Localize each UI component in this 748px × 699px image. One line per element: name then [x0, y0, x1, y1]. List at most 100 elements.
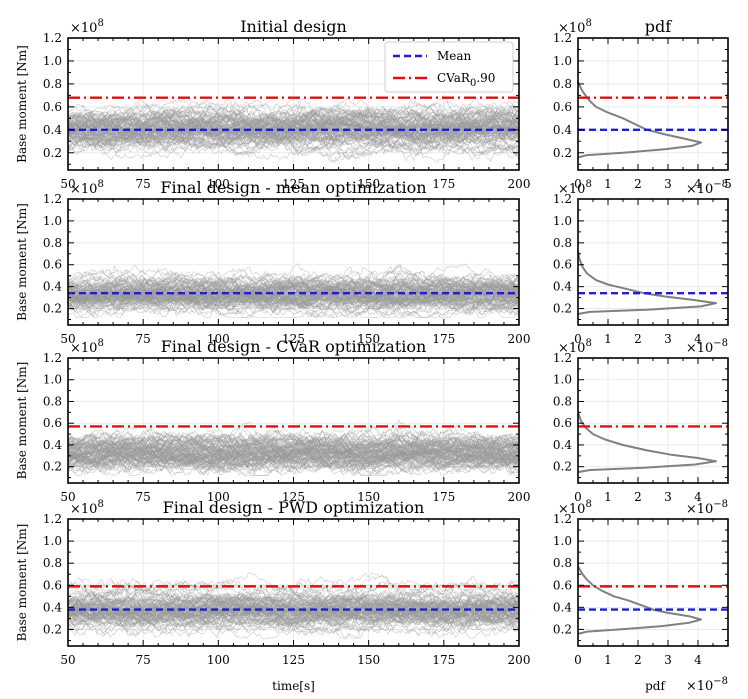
trace-line: [68, 100, 519, 125]
pdf-x-tick-label: 2: [634, 177, 642, 191]
trace-line: [68, 127, 519, 155]
trace-line: [68, 610, 519, 638]
pdf-y-tick-label: 0.2: [553, 622, 572, 636]
trace-line: [68, 262, 519, 290]
trace-line: [68, 443, 519, 465]
trace-line: [68, 437, 519, 468]
x-tick-label: 150: [357, 653, 380, 667]
trace-line: [68, 109, 519, 135]
trace-line: [68, 287, 519, 317]
pdf-y-exponent-label: ×108: [558, 338, 592, 356]
y-tick-label: 0.4: [43, 438, 62, 452]
trace-line: [68, 103, 519, 128]
trace-line: [68, 121, 519, 147]
y-tick-label: 1.0: [43, 534, 62, 548]
trace-line: [68, 450, 519, 476]
trace-line: [68, 596, 519, 625]
legend-mean-label: Mean: [437, 49, 472, 63]
pdf-x-tick-label: 3: [664, 332, 672, 346]
pdf-y-tick-label: 0.6: [553, 578, 572, 592]
trace-line: [68, 104, 519, 135]
y-axis-label: Base moment [Nm]: [15, 203, 29, 321]
traces-group: [68, 419, 519, 477]
trace-line: [68, 446, 519, 470]
trace-line: [68, 595, 519, 620]
pdf-y-exponent-label-base: ×10: [558, 502, 585, 517]
trace-line: [68, 288, 519, 317]
y-tick-label: 1.0: [43, 214, 62, 228]
x-tick-label: 150: [357, 177, 380, 191]
pdf-x-tick-label: 0: [574, 653, 582, 667]
trace-line: [68, 596, 519, 621]
trace-line: [68, 110, 519, 137]
trace-line: [68, 449, 519, 476]
trace-line: [68, 275, 519, 296]
trace-line: [68, 289, 519, 314]
trace-line: [68, 293, 519, 317]
x-tick-label: 125: [282, 653, 305, 667]
trace-line: [68, 445, 519, 468]
y-tick-label: 0.4: [43, 123, 62, 137]
pdf-x-exponent-label: ×10−8: [686, 338, 728, 356]
trace-line: [68, 104, 519, 136]
trace-line: [68, 604, 519, 629]
y-tick-label: 0.2: [43, 460, 62, 474]
trace-line: [68, 435, 519, 462]
trace-line: [68, 116, 519, 148]
y-tick-label: 1.2: [43, 192, 62, 206]
trace-line: [68, 127, 519, 148]
pdf-curve: [577, 251, 717, 315]
trace-line: [68, 271, 519, 295]
trace-line: [68, 427, 519, 451]
pdf-y-exponent-label: ×108: [558, 499, 592, 517]
trace-line: [68, 280, 519, 307]
pdf-y-tick-label: 0.6: [553, 258, 572, 272]
trace-line: [68, 434, 519, 463]
trace-line: [68, 436, 519, 463]
trace-line: [68, 435, 519, 465]
trace-line: [68, 263, 519, 292]
trace-line: [68, 443, 519, 466]
trace-line: [68, 432, 519, 455]
trace-line: [68, 99, 519, 126]
pdf-y-exponent-label: ×108: [558, 18, 592, 36]
pdf-panel-2: 0 1 2 3 4 0.2 0.4 0.6 0.8 1.0 1.2: [553, 192, 729, 346]
pdf-x-exponent-label-base: ×10: [686, 341, 713, 356]
trace-line: [68, 111, 519, 135]
pdf-x-tick-label: 0: [574, 332, 582, 346]
trace-line: [68, 441, 519, 469]
trace-line: [68, 602, 519, 630]
trace-line: [68, 571, 519, 593]
trace-line: [68, 114, 519, 139]
trace-line: [68, 602, 519, 629]
y-tick-label: 0.4: [43, 600, 62, 614]
x-tick-label: 100: [207, 653, 230, 667]
pdf-x-tick-label: 2: [634, 653, 642, 667]
pdf-y-tick-label: 0.8: [553, 556, 572, 570]
trace-line: [68, 117, 519, 148]
x-tick-label: 200: [508, 177, 531, 191]
trace-line: [68, 285, 519, 310]
pdf-y-tick-label: 1.0: [553, 214, 572, 228]
x-tick-label: 200: [508, 332, 531, 346]
trace-line: [68, 109, 519, 136]
trace-line: [68, 114, 519, 141]
pdf-x-tick-label: 0: [574, 177, 582, 191]
trace-line: [68, 444, 519, 474]
trace-line: [68, 589, 519, 615]
trace-line: [68, 443, 519, 464]
trace-line: [68, 595, 519, 620]
trace-line: [68, 287, 519, 310]
y-tick-label: 0.8: [43, 556, 62, 570]
trace-line: [68, 279, 519, 306]
trace-line: [68, 436, 519, 456]
trace-line: [68, 588, 519, 611]
trace-line: [68, 277, 519, 304]
trace-line: [68, 603, 519, 626]
y-tick-label: 0.6: [43, 258, 62, 272]
legend-cvar-sub: 0: [470, 78, 476, 89]
trace-line: [68, 443, 519, 471]
y-tick-label: 0.8: [43, 394, 62, 408]
trace-line: [68, 433, 519, 463]
pdf-x-exponent-label: ×10−8: [686, 179, 728, 197]
